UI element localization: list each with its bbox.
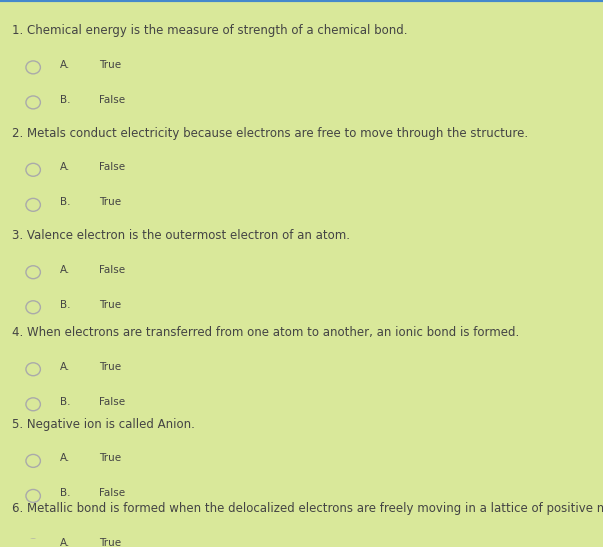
Text: A.: A. [60, 60, 71, 69]
Text: B.: B. [60, 197, 71, 207]
Circle shape [26, 301, 40, 314]
Circle shape [26, 539, 40, 547]
Text: False: False [99, 265, 125, 275]
Text: 2. Metals conduct electricity because electrons are free to move through the str: 2. Metals conduct electricity because el… [12, 127, 528, 139]
Text: 1. Chemical energy is the measure of strength of a chemical bond.: 1. Chemical energy is the measure of str… [12, 24, 408, 37]
Text: B.: B. [60, 95, 71, 104]
Text: A.: A. [60, 265, 71, 275]
Text: False: False [99, 397, 125, 406]
Text: A.: A. [60, 538, 71, 547]
Circle shape [26, 398, 40, 411]
Text: B.: B. [60, 300, 71, 310]
Text: B.: B. [60, 488, 71, 498]
Circle shape [26, 363, 40, 376]
Text: False: False [99, 95, 125, 104]
Text: 6. Metallic bond is formed when the delocalized electrons are freely moving in a: 6. Metallic bond is formed when the delo… [12, 502, 603, 515]
Text: 4. When electrons are transferred from one atom to another, an ionic bond is for: 4. When electrons are transferred from o… [12, 326, 519, 339]
Circle shape [26, 96, 40, 109]
Circle shape [26, 164, 40, 176]
Text: True: True [99, 60, 122, 69]
Circle shape [26, 455, 40, 467]
Text: 5. Negative ion is called Anion.: 5. Negative ion is called Anion. [12, 418, 195, 431]
Text: A.: A. [60, 362, 71, 371]
Circle shape [26, 61, 40, 74]
Text: True: True [99, 538, 122, 547]
Text: True: True [99, 300, 122, 310]
Circle shape [26, 199, 40, 211]
Text: True: True [99, 197, 122, 207]
Text: True: True [99, 453, 122, 463]
Text: False: False [99, 162, 125, 172]
Circle shape [26, 490, 40, 502]
Text: True: True [99, 362, 122, 371]
Text: A.: A. [60, 162, 71, 172]
Text: B.: B. [60, 397, 71, 406]
Text: A.: A. [60, 453, 71, 463]
Text: 3. Valence electron is the outermost electron of an atom.: 3. Valence electron is the outermost ele… [12, 229, 350, 242]
Circle shape [26, 266, 40, 278]
Text: False: False [99, 488, 125, 498]
